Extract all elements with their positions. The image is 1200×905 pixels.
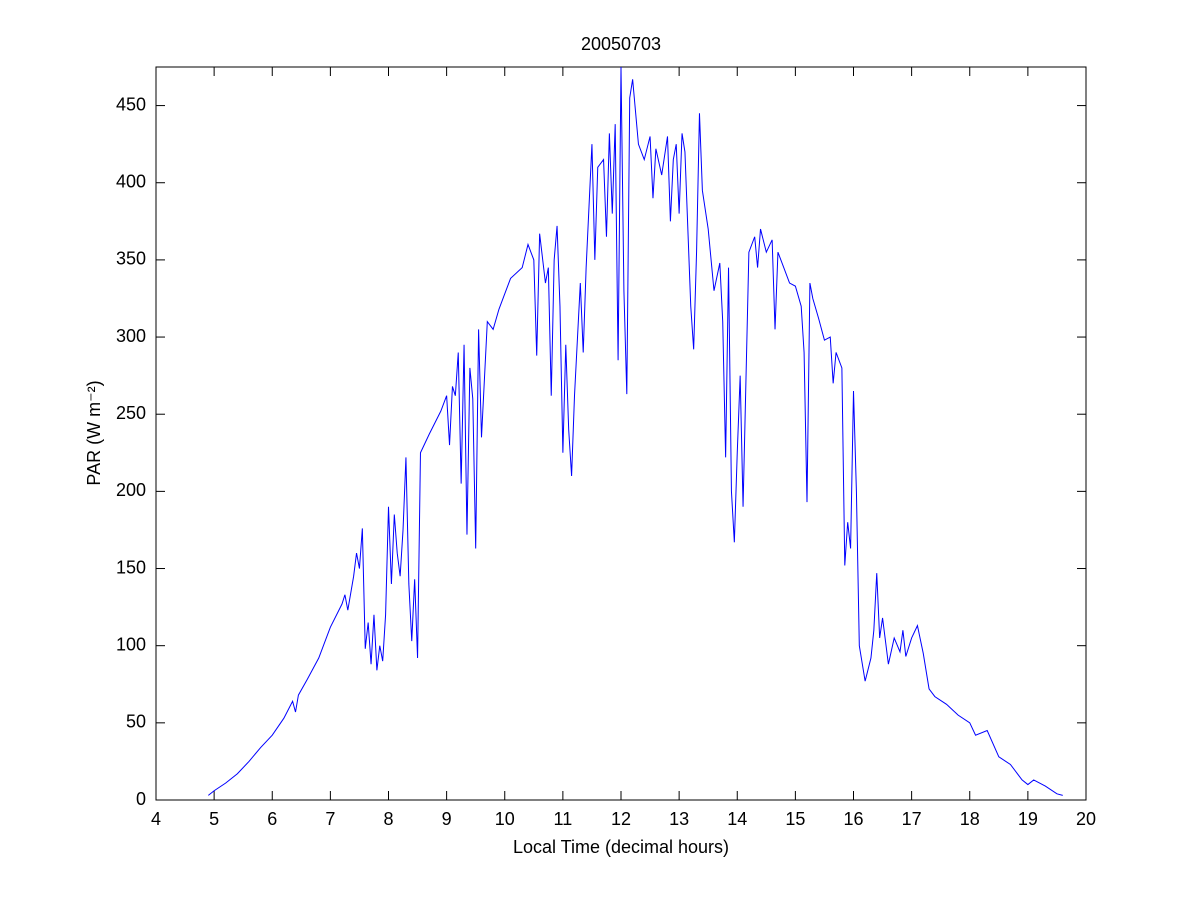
x-tick-label: 7 (325, 809, 335, 829)
y-tick-label: 350 (116, 249, 146, 269)
x-tick-label: 18 (960, 809, 980, 829)
y-axis-label: PAR (W m⁻²) (84, 380, 104, 485)
y-tick-label: 150 (116, 557, 146, 577)
x-tick-label: 9 (442, 809, 452, 829)
x-tick-label: 12 (611, 809, 631, 829)
plot-area (155, 66, 1087, 801)
chart-title: 20050703 (581, 34, 661, 54)
y-tick-label: 100 (116, 634, 146, 654)
x-tick-label: 6 (267, 809, 277, 829)
x-tick-label: 15 (785, 809, 805, 829)
y-tick-label: 50 (126, 712, 146, 732)
x-tick-label: 19 (1018, 809, 1038, 829)
data-line (207, 66, 1063, 796)
x-tick-label: 16 (843, 809, 863, 829)
x-tick-label: 17 (902, 809, 922, 829)
y-tick-label: 450 (116, 94, 146, 114)
x-tick-label: 14 (727, 809, 747, 829)
x-tick-label: 10 (495, 809, 515, 829)
y-tick-label: 400 (116, 171, 146, 191)
y-tick-label: 300 (116, 326, 146, 346)
x-tick-label: 20 (1076, 809, 1096, 829)
x-tick-label: 4 (151, 809, 161, 829)
y-tick-label: 0 (136, 789, 146, 809)
y-tick-label: 250 (116, 403, 146, 423)
x-tick-label: 13 (669, 809, 689, 829)
x-tick-label: 8 (383, 809, 393, 829)
y-tick-label: 200 (116, 480, 146, 500)
x-axis-label: Local Time (decimal hours) (513, 837, 729, 857)
x-tick-label: 5 (209, 809, 219, 829)
x-tick-label: 11 (554, 809, 573, 829)
